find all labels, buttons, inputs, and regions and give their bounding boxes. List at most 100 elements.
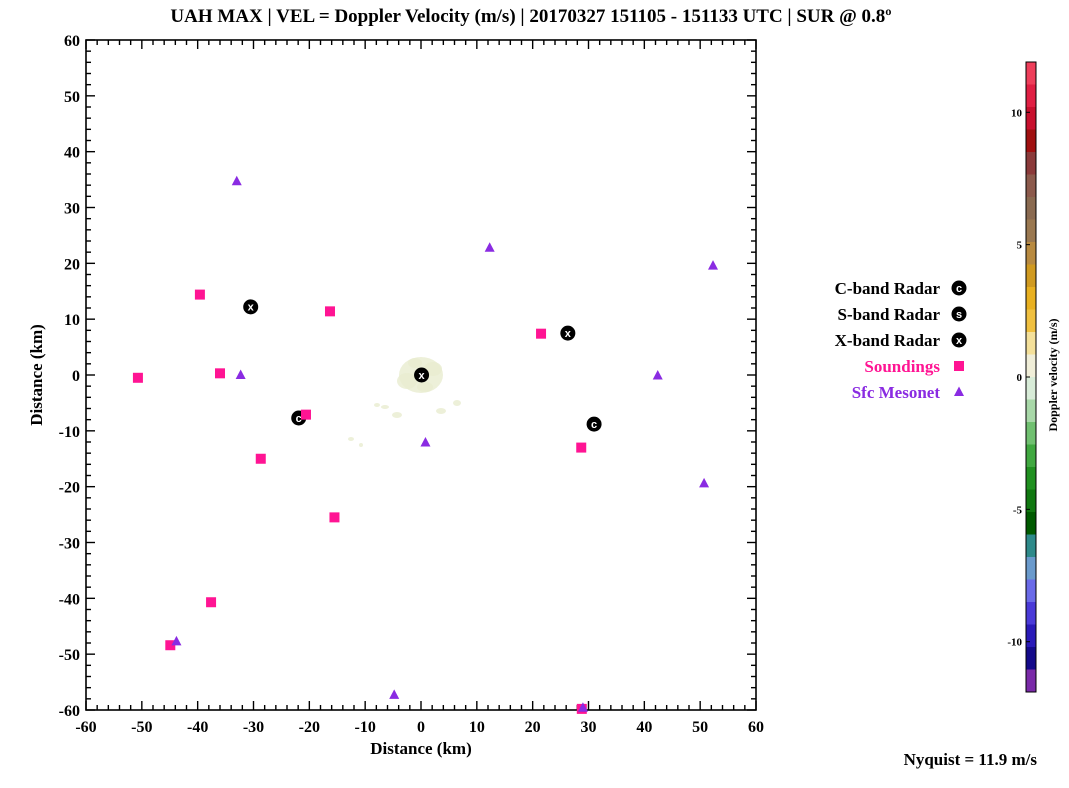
sounding-marker: [132, 372, 143, 383]
radar-marker-letter: x: [248, 302, 255, 314]
radar-marker-letter: x: [565, 328, 572, 340]
colorbar-tick-label: -10: [1007, 637, 1022, 649]
radar-marker-letter: x: [956, 335, 963, 347]
x-tick-label: 10: [469, 719, 485, 736]
sounding-marker: [165, 640, 176, 651]
c-band-radar-marker: c: [586, 416, 602, 432]
plot-frame: [85, 39, 757, 711]
colorbar-swatch: [1026, 512, 1036, 535]
x-axis-label: Distance (km): [370, 739, 472, 758]
mesonet-marker: [389, 689, 400, 699]
colorbar-tick-label: 10: [1011, 107, 1023, 119]
clutter-blob: [417, 382, 433, 392]
colorbar-swatch: [1026, 489, 1036, 513]
clutter-blob: [359, 443, 363, 447]
sounding-marker: [194, 289, 205, 300]
colorbar-swatch: [1026, 264, 1036, 288]
radar-marker-disc: [951, 280, 967, 296]
x-band-radar-marker: x: [560, 325, 576, 341]
x-tick-label: 40: [636, 719, 652, 736]
colorbar-swatch: [1026, 579, 1036, 603]
sounding-marker: [576, 442, 587, 453]
x-tick-label: -20: [299, 719, 320, 736]
mesonet-marker: [420, 437, 431, 447]
radar-marker-disc: [243, 299, 259, 315]
radar-echo-clutter: [348, 357, 461, 447]
clutter-blob: [453, 400, 461, 406]
colorbar-swatch: [1026, 174, 1036, 198]
x-band-radar-marker: x: [414, 367, 430, 383]
y-tick-label: 50: [64, 89, 80, 106]
radar-marker-disc: [414, 367, 430, 383]
x-tick-label: 30: [581, 719, 597, 736]
x-tick-label: 50: [692, 719, 708, 736]
mesonet-marker: [699, 477, 710, 488]
clutter-blob: [348, 437, 354, 441]
sounding-marker: [536, 328, 547, 339]
clutter-blob: [374, 403, 380, 407]
radar-marker-letter: x: [418, 370, 425, 382]
legend-label: Soundings: [864, 357, 940, 376]
legend-label: Sfc Mesonet: [852, 383, 941, 402]
mesonet-marker: [652, 370, 663, 380]
colorbar-swatch: [1026, 84, 1036, 108]
mesonet-marker: [231, 175, 242, 186]
chart-title: UAH MAX | VEL = Doppler Velocity (m/s) |…: [170, 6, 891, 27]
colorbar-swatch: [1026, 107, 1036, 130]
legend: C-band Radar c S-band Radar s X-band Radar x S…: [835, 279, 967, 402]
radar-marker-letter: s: [956, 309, 962, 321]
colorbar-tick-label: 5: [1017, 240, 1023, 252]
tick-labels: -60 -50 -40 -30 -20 -10 0 10 20 30 40 50 60 60 50 40 30 2…: [59, 33, 764, 736]
colorbar-swatch: [1026, 467, 1036, 490]
nyquist-label: Nyquist = 11.9 m/s: [904, 750, 1038, 769]
colorbar-swatch: [1026, 242, 1036, 265]
y-tick-label: -50: [59, 647, 80, 664]
colorbar-swatch: [1026, 332, 1036, 355]
y-tick-label: 40: [64, 145, 80, 162]
y-tick-label: 10: [64, 312, 80, 329]
colorbar-swatch: [1026, 647, 1036, 670]
y-tick-label: 20: [64, 256, 80, 273]
mesonet-marker: [171, 635, 182, 646]
colorbar-tick-label: -5: [1013, 504, 1023, 516]
legend-label: X-band Radar: [835, 331, 941, 350]
x-tick-label: -30: [243, 719, 264, 736]
radar-marker-letter: c: [591, 419, 597, 431]
x-tick-label: 20: [525, 719, 541, 736]
mesonet-marker: [235, 369, 246, 379]
sounding-marker: [206, 597, 217, 608]
clutter-blob: [381, 405, 389, 409]
sounding-marker: [329, 512, 340, 523]
x-tick-label: 0: [417, 719, 425, 736]
sounding-marker: [324, 306, 335, 317]
x-band-radar-marker: x: [243, 299, 259, 315]
colorbar-swatch: [1026, 602, 1036, 625]
legend-radar-marker: s: [951, 306, 967, 322]
colorbar-swatch: [1026, 152, 1036, 175]
mesonet-marker: [708, 260, 719, 270]
x-tick-label: -50: [131, 719, 152, 736]
colorbar-label: Doppler velocity (m/s): [1046, 318, 1060, 431]
clutter-blob: [392, 412, 402, 418]
mesonet-marker: [577, 702, 588, 712]
clutter-blob: [436, 408, 446, 414]
radar-marker-disc: [951, 332, 967, 348]
sounding-marker: [255, 453, 266, 464]
colorbar-swatch: [1026, 354, 1036, 378]
colorbar-swatch: [1026, 624, 1036, 648]
legend-square-marker: [954, 361, 964, 371]
colorbar-swatch: [1026, 129, 1036, 153]
colorbar-swatch: [1026, 557, 1036, 580]
legend-radar-marker: c: [951, 280, 967, 296]
y-tick-label: -40: [59, 591, 80, 608]
data-markers: c c x x x: [132, 175, 719, 714]
x-tick-label: -10: [355, 719, 376, 736]
x-tick-label: -40: [187, 719, 208, 736]
radar-marker-disc: [586, 416, 602, 432]
sounding-marker: [215, 368, 225, 379]
radar-marker-disc: [560, 325, 576, 341]
colorbar-swatch: [1026, 377, 1036, 400]
y-tick-label: -60: [59, 703, 80, 720]
colorbar-tick-label: 0: [1017, 372, 1023, 384]
colorbar-swatch: [1026, 287, 1036, 310]
